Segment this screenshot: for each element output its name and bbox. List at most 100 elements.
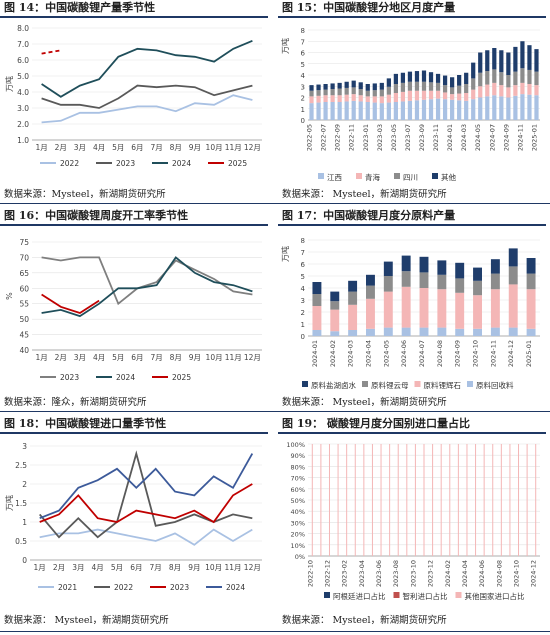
legend-swatch [432,173,438,179]
y-axis-label: 万吨 [4,495,14,511]
legend-label: 2021 [58,583,77,592]
bar-segment-原料锂云母 [312,294,322,306]
bar-segment-原料锂云母 [437,274,447,290]
bar-segment-原料盐湖卤水 [366,274,375,286]
bar-segment-原料回收料 [330,331,340,336]
chart-fig14: 1.0 2.0 3.0 4.0 5.0 6.0 7.0 8.0 万吨 1月 2月 3月 4月 5月 6月 7月… [4,24,262,168]
x-tick-label: 2024-02 [444,560,452,587]
x-tick-label: 10月 [205,563,222,572]
y-tick-label: 5 [301,61,305,69]
x-tick-label: 6月 [131,353,143,362]
bar-segment-其他 [421,70,427,82]
bar-segment-江西 [309,103,314,120]
bar-segment-原料回收料 [312,330,322,336]
bar-segment-青海 [520,82,525,95]
x-tick-label: 2024-03 [460,124,468,151]
panel-title: 图 15：中国碳酸锂分地区月度产量 [278,0,546,18]
y-axis-label: % [5,292,14,300]
legend-label: 智利进口占比 [403,591,448,601]
bar-segment-其他 [344,81,349,88]
bar-segment-其他 [457,75,462,86]
bar-segment-四川 [337,88,342,96]
bar-segment-江西 [464,100,469,120]
bar-segment-江西 [379,103,384,120]
bar-segment-江西 [421,99,427,120]
x-tick-label: 2025-01 [530,124,538,151]
bar-segment-其他 [485,50,490,72]
panel-fig17: 图 17：中国碳酸锂月度分原料产量 0 1 2 3 4 5 6 7 8 万吨 2024-01 2024… [278,208,546,408]
x-tick-label: 2022-11 [348,124,356,151]
bar-segment-青海 [351,94,356,101]
x-tick-label: 2024-04 [364,340,372,367]
bar-segment-青海 [421,90,427,100]
bar-segment-四川 [323,89,328,96]
series-line-2025 [41,49,61,55]
x-tick-label: 8月 [170,353,182,362]
bar-segment-原料盐湖卤水 [312,282,322,294]
bar-segment-江西 [393,102,398,120]
legend-label: 2025 [228,159,247,168]
x-tick-label: 11月 [224,563,241,572]
bar-segment-青海 [400,91,406,102]
bar-segment-原料锂云母 [508,266,518,285]
bar-segment-青海 [534,85,539,96]
source-note: 数据来源： Mysteel，新湖期货研究所 [4,615,169,626]
bar-segment-青海 [309,96,314,104]
bar-segment-其他 [450,77,455,88]
y-axis-label: 万吨 [280,246,290,262]
bar-segment-江西 [351,100,356,120]
y-tick-label: 60% [291,486,305,494]
bar-segment-原料锂云母 [348,291,358,305]
bar-segment-原料锂辉石 [455,292,465,329]
x-tick-label: 2023-06 [375,560,383,587]
x-tick-label: 6月 [130,563,142,572]
x-tick-label: 2月 [55,353,67,362]
x-tick-label: 12月 [244,353,261,362]
divider [0,203,550,204]
x-tick-label: 2023-10 [409,560,417,587]
bar-segment-江西 [457,100,462,120]
bar-segment-江西 [520,94,525,120]
bar-segment-其他 [414,71,420,82]
legend-swatch [467,381,473,387]
chart-fig16: 40 45 50 55 60 65 70 75% 1月 2月 3月 4月 5月 6月 7月 8月 9月 10月 11… [5,238,262,382]
bar-segment-青海 [393,93,398,102]
y-tick-label: 7 [301,249,305,257]
bar-segment-原料锂云母 [490,273,500,290]
bar-segment-其他 [365,84,370,91]
panel-title: 图 16：中国碳酸锂周度开工率季节性 [0,208,268,226]
bar-segment-原料锂云母 [366,285,375,299]
divider [0,631,550,632]
x-tick-label: 2024-04 [461,560,469,587]
bar-segment-原料锂辉石 [526,289,536,329]
bar-segment-江西 [485,96,490,120]
panel-title: 图 19： 碳酸锂月度分国别进口量占比 [278,416,546,434]
x-tick-label: 2023-09 [418,124,426,151]
y-tick-label: 2 [301,95,305,103]
bar-segment-江西 [435,98,441,120]
bar-segment-原料锂辉石 [473,295,482,329]
bar-segment-江西 [506,97,511,120]
x-tick-label: 2023-11 [432,124,440,151]
bar-segment-原料回收料 [526,328,536,336]
x-tick-label: 7月 [150,563,162,572]
y-tick-label: 5.0 [17,72,29,81]
bar-segment-其他 [330,83,335,90]
bar-segment-原料盐湖卤水 [348,280,358,292]
legend-label: 2022 [60,159,79,168]
bar-segment-江西 [372,102,377,120]
y-tick-label: 60 [19,284,29,293]
y-tick-label: 2.5 [15,461,27,470]
y-tick-label: 40% [291,508,305,516]
bar-segment-青海 [464,93,469,101]
bar-segment-四川 [485,71,490,85]
x-tick-label: 2025-01 [525,340,533,367]
bar-segment-原料回收料 [437,327,447,336]
bar-segment-原料盐湖卤水 [383,261,393,276]
bar-segment-原料盐湖卤水 [526,258,536,274]
x-tick-label: 3月 [74,143,86,152]
x-tick-label: 5月 [111,563,123,572]
y-tick-label: 0% [295,553,305,561]
y-tick-label: 1 [301,321,305,329]
bar-segment-其他 [358,82,363,90]
